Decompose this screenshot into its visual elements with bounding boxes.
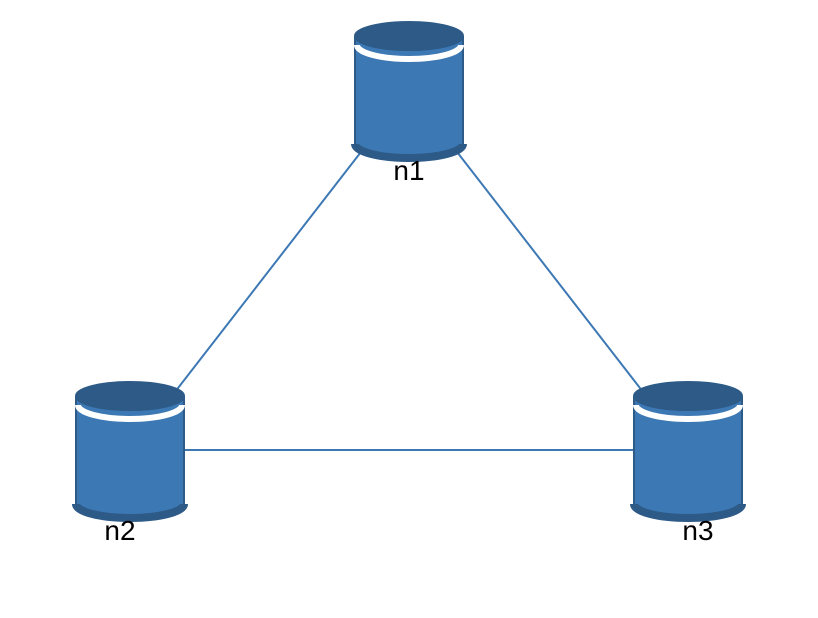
labels-layer: n1 n2 n3	[104, 155, 713, 546]
node-label-n2: n2	[104, 515, 135, 546]
node-label-n1: n1	[393, 155, 424, 186]
node-label-n3: n3	[682, 515, 713, 546]
database-node-n2: database-icon	[76, 382, 184, 518]
database-node-n3: database-icon	[634, 382, 742, 518]
network-diagram: database-icon database-icondatabase-icon …	[0, 0, 818, 618]
nodes-layer: database-icon database-icon database-icon	[76, 22, 742, 518]
database-node-n1: database-icon	[355, 22, 463, 158]
